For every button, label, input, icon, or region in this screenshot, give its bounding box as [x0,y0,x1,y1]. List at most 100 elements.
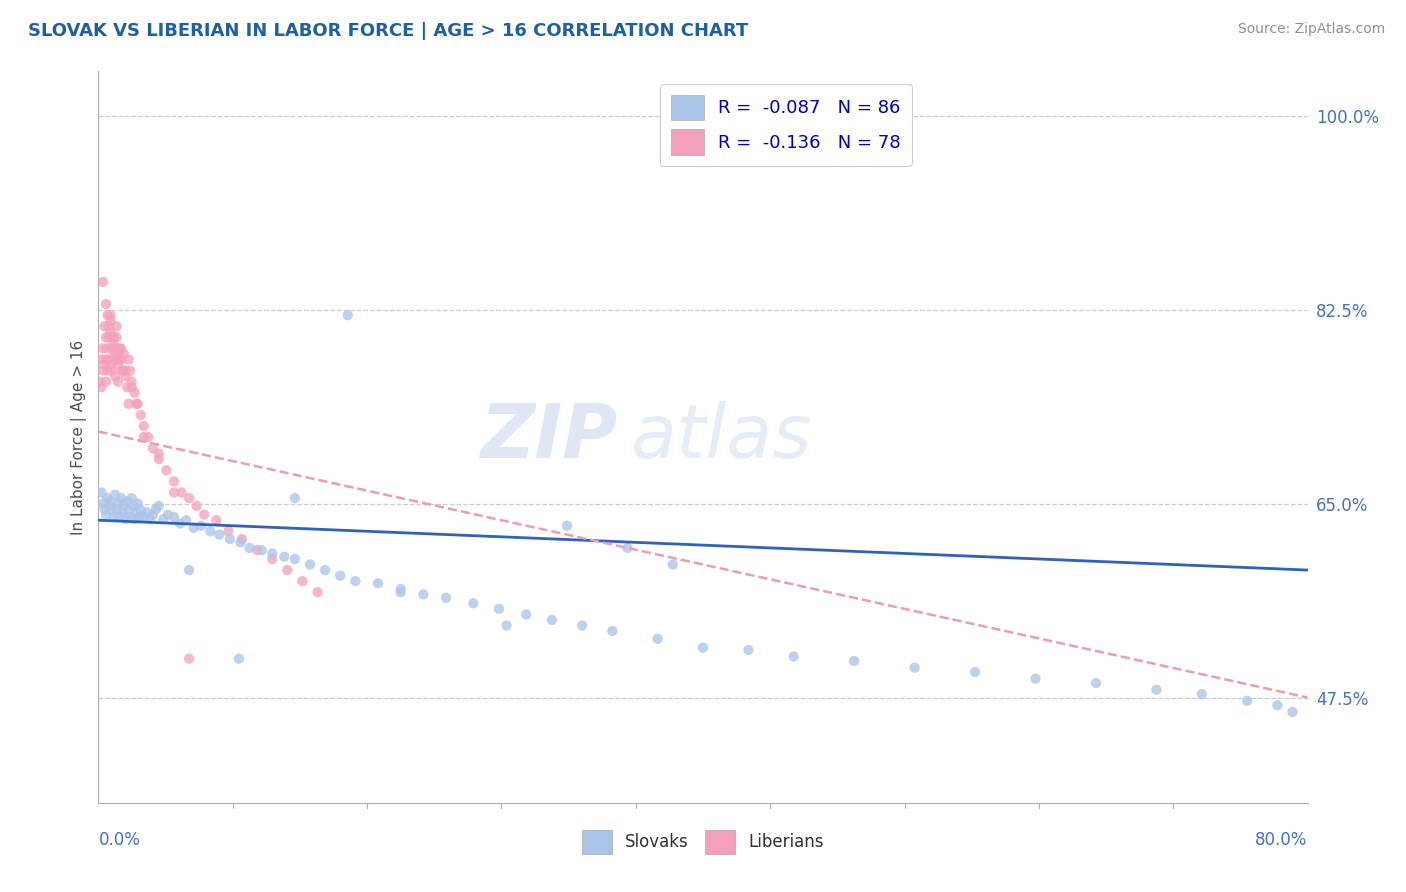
Point [1267,698,1289,713]
Point [94,297,117,311]
Point [128,509,150,524]
Point [118,503,141,517]
Point [96,491,118,505]
Point [96,342,118,356]
Point [183,521,205,535]
Point [389,582,412,596]
Point [114,363,136,377]
Point [344,574,367,589]
Point [208,527,231,541]
Point [127,497,149,511]
Point [105,352,128,367]
Point [163,485,186,500]
Point [118,397,141,411]
Point [193,508,215,522]
Point [108,509,131,524]
Point [692,640,714,655]
Point [112,347,135,361]
Point [284,491,307,505]
Point [96,363,118,377]
Point [132,419,155,434]
Point [94,352,117,367]
Point [103,330,125,344]
Point [96,308,118,322]
Point [110,491,132,505]
Point [107,347,129,361]
Text: Source: ZipAtlas.com: Source: ZipAtlas.com [1237,22,1385,37]
Point [239,541,262,555]
Point [127,397,149,411]
Point [156,508,179,522]
Point [101,363,124,377]
Point [132,430,155,444]
Point [200,524,222,539]
Point [336,308,359,322]
Point [115,380,138,394]
Point [273,549,295,564]
Point [115,494,138,508]
Point [463,596,485,610]
Point [142,508,165,522]
Point [104,342,127,356]
Text: 0.0%: 0.0% [98,830,141,848]
Point [186,499,208,513]
Point [98,330,121,344]
Point [121,380,143,394]
Point [179,491,201,505]
Point [98,319,121,334]
Text: ZIP: ZIP [481,401,619,474]
Point [125,505,148,519]
Point [91,497,114,511]
Point [104,347,127,361]
Point [205,513,228,527]
Point [108,352,131,367]
Point [174,513,197,527]
Point [647,632,669,646]
Point [169,516,191,531]
Point [1236,694,1258,708]
Y-axis label: In Labor Force | Age > 16: In Labor Force | Age > 16 [72,340,87,534]
Point [540,613,562,627]
Point [93,319,115,334]
Point [111,505,134,519]
Point [965,665,987,679]
Point [94,508,117,522]
Point [219,532,242,546]
Point [93,358,115,372]
Point [737,643,759,657]
Point [129,408,152,422]
Point [152,512,174,526]
Point [100,308,122,322]
Point [389,585,412,599]
Point [114,512,136,526]
Point [231,532,253,546]
Point [904,660,927,674]
Point [91,342,114,356]
Point [129,503,152,517]
Point [262,546,284,560]
Point [1191,687,1213,701]
Point [110,342,132,356]
Point [90,380,112,394]
Point [136,430,159,444]
Point [139,512,162,526]
Point [125,397,148,411]
Point [276,563,298,577]
Point [124,512,146,526]
Point [108,342,131,356]
Point [124,385,146,400]
Point [90,485,112,500]
Point [132,509,155,524]
Point [602,624,624,638]
Point [110,352,132,367]
Point [250,543,273,558]
Point [515,607,537,622]
Point [135,505,157,519]
Point [155,463,177,477]
Point [100,494,122,508]
Point [114,369,136,384]
Point [142,441,165,455]
Text: SLOVAK VS LIBERIAN IN LABOR FORCE | AGE > 16 CORRELATION CHART: SLOVAK VS LIBERIAN IN LABOR FORCE | AGE … [28,22,748,40]
Point [100,358,122,372]
Point [101,330,124,344]
